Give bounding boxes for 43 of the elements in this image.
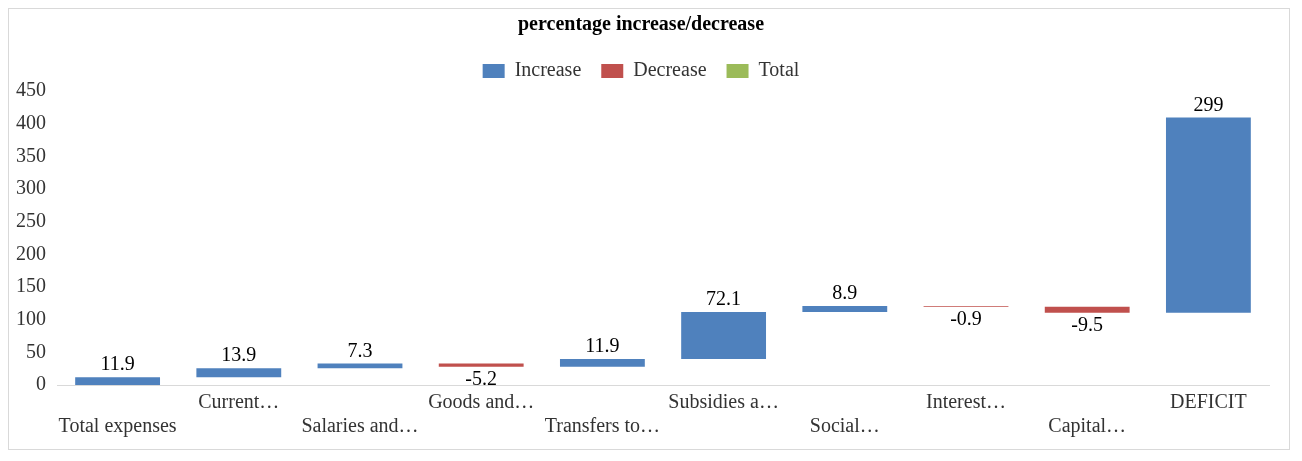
bar <box>75 377 161 385</box>
x-tick-label: Current… <box>198 390 280 413</box>
bar <box>559 359 645 367</box>
data-label: -5.2 <box>465 367 498 390</box>
bar <box>681 311 767 359</box>
bar <box>196 368 282 378</box>
y-tick-label: 50 <box>26 339 46 362</box>
data-label: -9.5 <box>1071 313 1104 336</box>
data-label: 13.9 <box>221 343 257 366</box>
bar <box>1165 117 1251 313</box>
x-tick-label: Subsidies a… <box>668 390 779 413</box>
chart-title: percentage increase/decrease <box>517 12 765 36</box>
data-label: 299 <box>1193 92 1224 115</box>
y-tick-label: 350 <box>16 143 46 166</box>
legend-label: Decrease <box>633 58 707 81</box>
x-tick-label: Transfers to… <box>544 414 661 437</box>
y-tick-label: 100 <box>16 306 46 329</box>
y-tick-label: 150 <box>16 274 46 297</box>
legend-label: Total <box>758 58 800 81</box>
y-tick-label: 250 <box>16 208 46 231</box>
data-label: 7.3 <box>347 338 373 361</box>
y-tick-label: 400 <box>16 110 46 133</box>
data-label: -0.9 <box>950 306 982 329</box>
bar <box>317 363 403 369</box>
x-tick-label: DEFICIT <box>1170 390 1247 413</box>
x-tick-label: Salaries and… <box>301 414 419 437</box>
y-tick-label: 200 <box>16 241 46 264</box>
bar <box>802 306 888 312</box>
y-tick-label: 300 <box>16 176 46 199</box>
data-label: 8.9 <box>832 281 858 304</box>
x-tick-label: Interest… <box>926 390 1006 413</box>
x-tick-label: Goods and… <box>428 390 535 413</box>
x-tick-label: Social… <box>809 414 880 437</box>
y-tick-label: 450 <box>16 78 46 101</box>
data-label: 11.9 <box>100 352 135 375</box>
legend-label: Increase <box>514 58 582 81</box>
data-label: 72.1 <box>706 287 742 310</box>
data-label: 11.9 <box>585 334 620 357</box>
bar <box>438 363 524 367</box>
bar <box>1044 306 1130 313</box>
y-tick-label: 0 <box>36 372 46 395</box>
x-tick-label: Capital… <box>1048 414 1127 438</box>
x-tick-label: Total expenses <box>58 414 177 438</box>
